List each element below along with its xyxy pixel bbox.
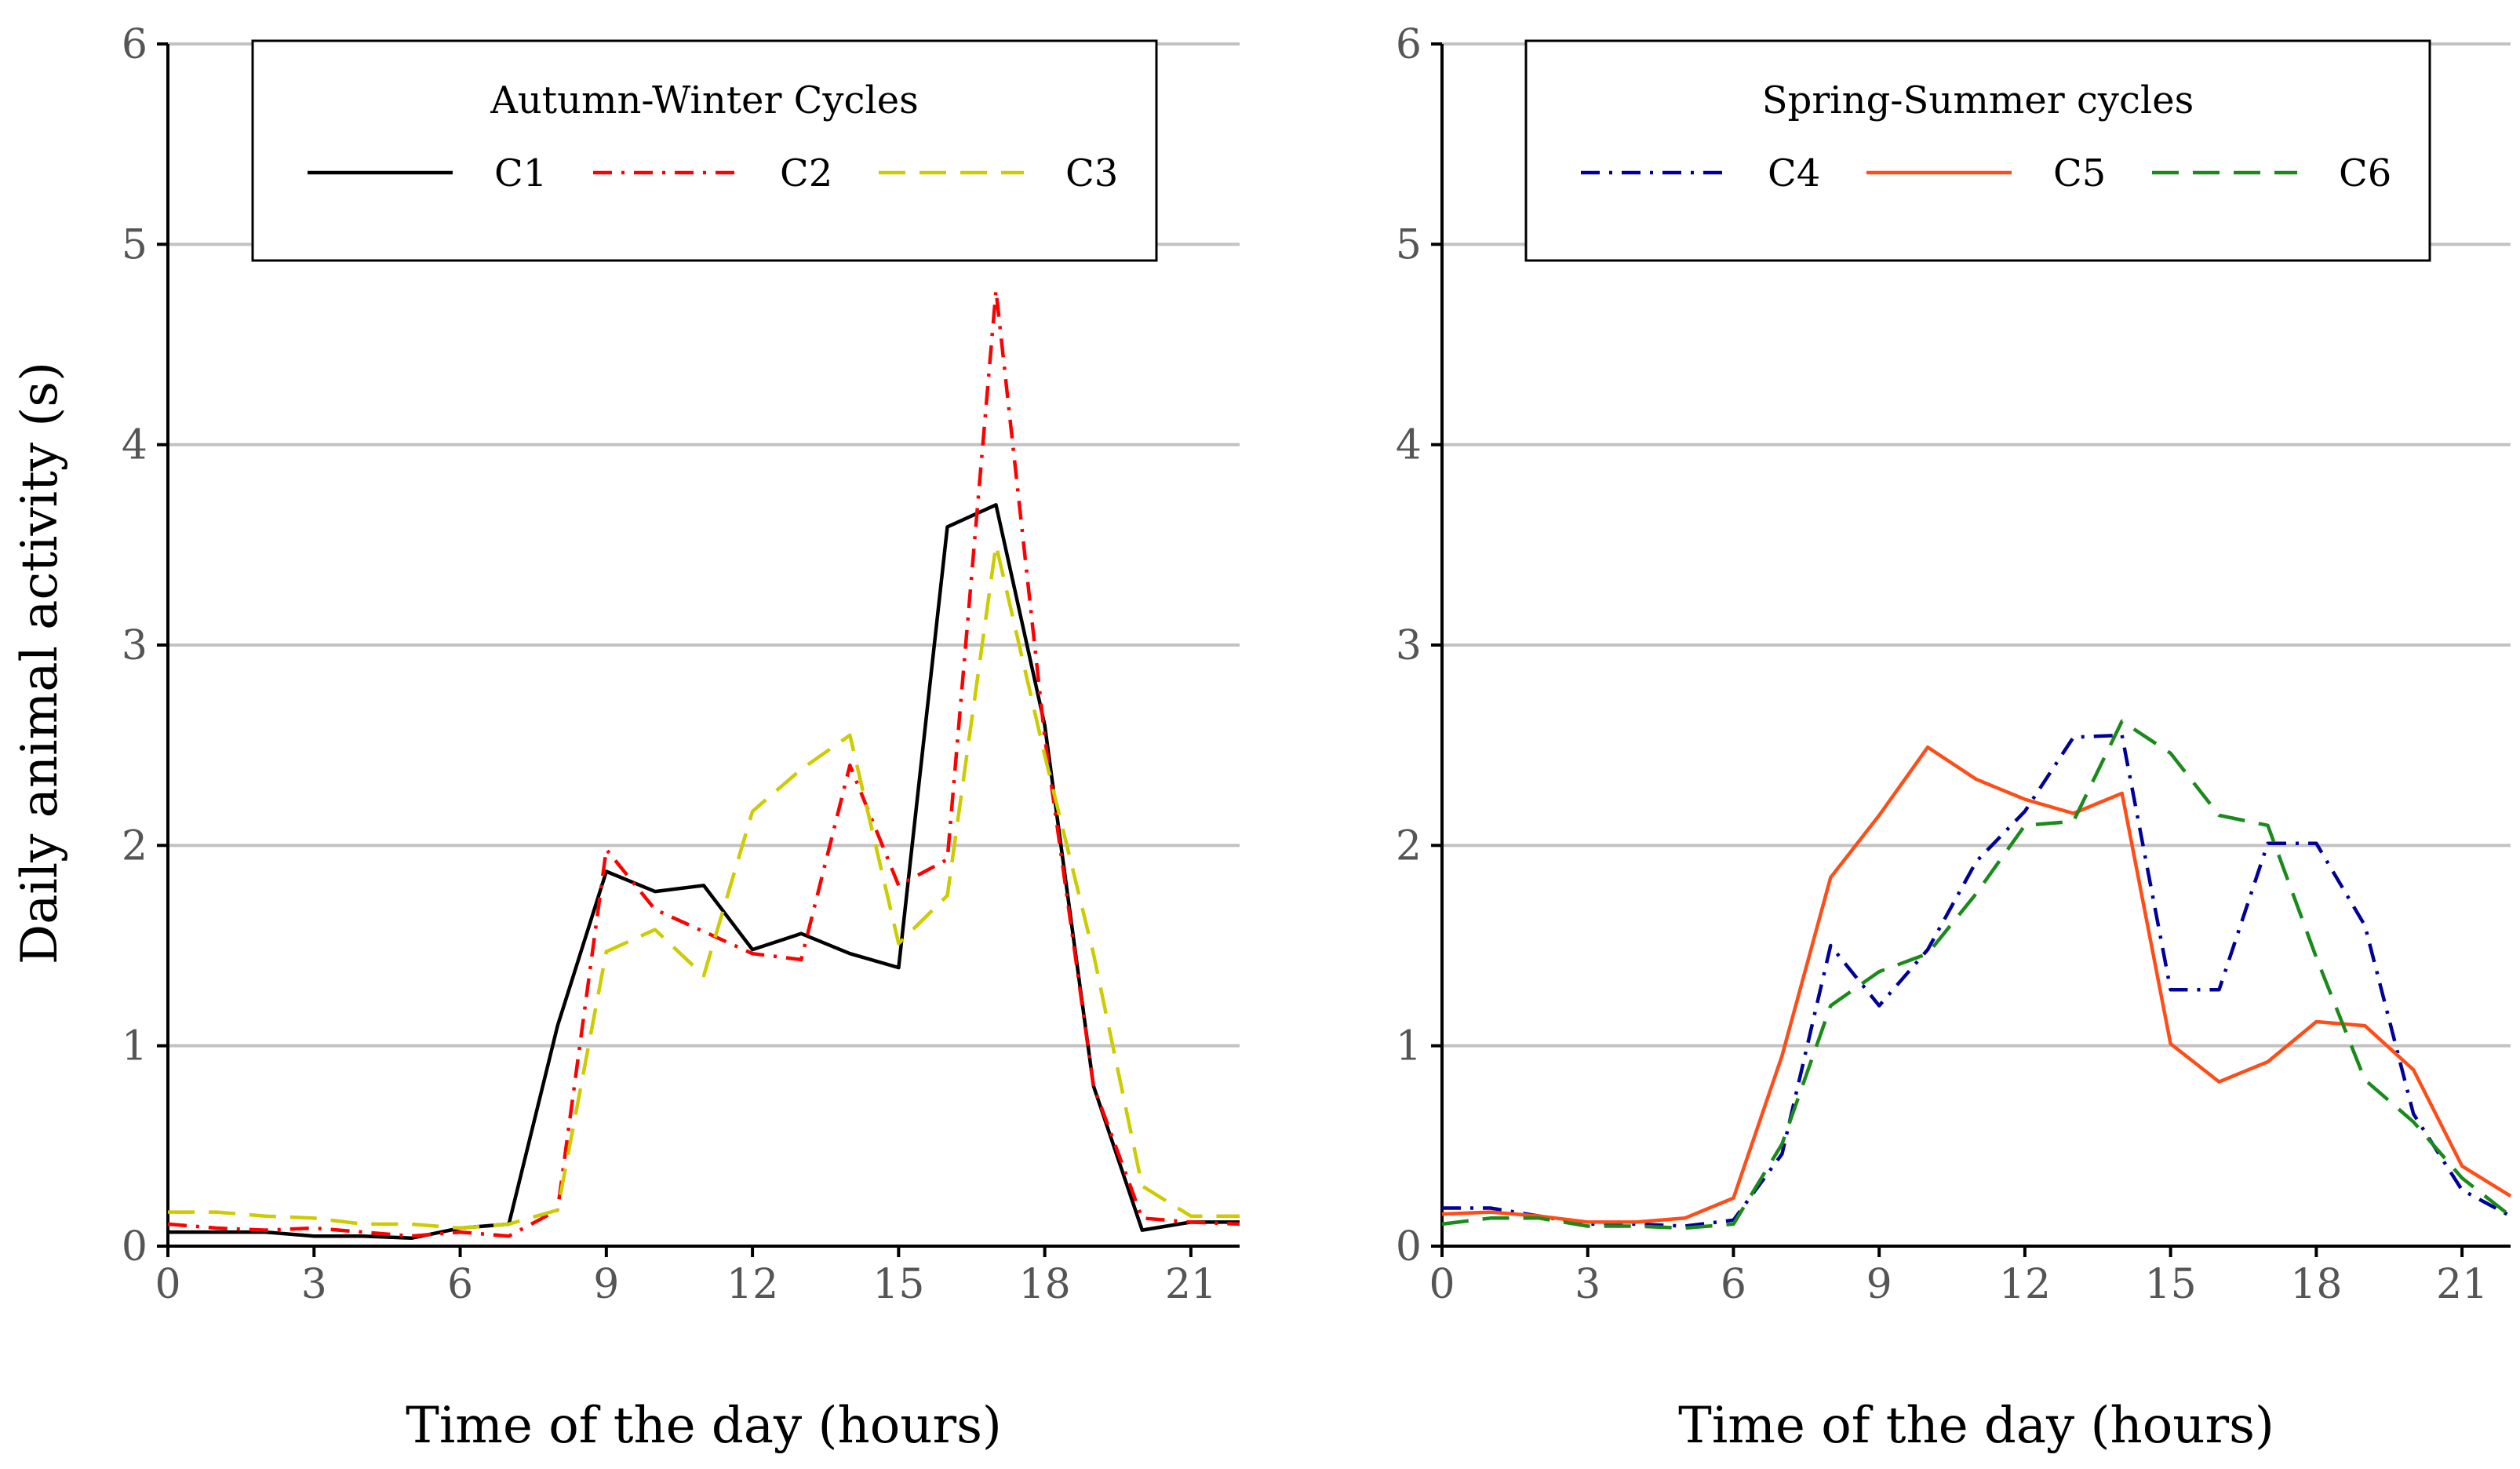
legend-label-c5: C5 <box>2053 151 2106 195</box>
x-tick-label: 9 <box>593 1261 619 1308</box>
x-tick-label: 3 <box>301 1261 327 1308</box>
x-axis-title: Time of the day (hours) <box>406 1397 1002 1455</box>
y-tick-label: 1 <box>122 1023 147 1070</box>
x-tick-label: 6 <box>447 1261 473 1308</box>
y-tick-label: 3 <box>1396 622 1422 669</box>
legend-box <box>1524 39 2431 262</box>
series-line-c5 <box>1441 745 2512 1224</box>
y-tick-label: 0 <box>122 1223 147 1270</box>
legend-label-c6: C6 <box>2339 151 2391 195</box>
x-tick-label: 6 <box>1721 1261 1746 1308</box>
y-tick-label: 6 <box>1396 21 1422 68</box>
x-axis-title: Time of the day (hours) <box>1678 1397 2274 1455</box>
y-tick-label: 0 <box>1396 1223 1422 1270</box>
y-tick-label: 2 <box>1396 822 1422 869</box>
series-line-c3 <box>168 543 1240 1230</box>
legend-title: Spring-Summer cycles <box>1762 78 2194 122</box>
series-line-c4 <box>1442 733 2512 1228</box>
x-tick-label: 9 <box>1866 1261 1892 1308</box>
legend-label-c2: C2 <box>780 151 832 195</box>
y-tick-label: 4 <box>1396 422 1422 469</box>
y-tick-label: 2 <box>122 822 147 869</box>
legend-label-c1: C1 <box>494 151 547 195</box>
y-tick-label: 3 <box>122 622 147 669</box>
x-tick-label: 21 <box>1165 1261 1217 1308</box>
x-tick-label: 0 <box>155 1261 180 1308</box>
legend-box <box>251 39 1158 262</box>
x-tick-label: 18 <box>1019 1261 1071 1308</box>
y-tick-label: 1 <box>1396 1023 1422 1070</box>
y-axis-title: Daily animal activity (s) <box>11 362 69 964</box>
x-tick-label: 18 <box>2290 1261 2342 1308</box>
x-tick-label: 15 <box>2145 1261 2197 1308</box>
series-line-c6 <box>1441 719 2512 1230</box>
x-tick-label: 21 <box>2436 1261 2488 1308</box>
y-tick-label: 5 <box>122 221 147 268</box>
x-tick-label: 12 <box>727 1261 778 1308</box>
legend: Autumn-Winter Cycles C1 C2 C3 <box>251 39 1158 262</box>
legend-label-c4: C4 <box>1768 151 1820 195</box>
y-tick-label: 6 <box>122 21 147 68</box>
x-tick-label: 3 <box>1575 1261 1600 1308</box>
x-tick-label: 12 <box>1999 1261 2051 1308</box>
y-tick-label: 4 <box>122 422 147 469</box>
x-tick-label: 15 <box>872 1261 924 1308</box>
legend: Spring-Summer cycles C4 C5 C6 <box>1524 39 2431 262</box>
series-line-c1 <box>168 503 1240 1241</box>
y-tick-label: 5 <box>1396 221 1422 268</box>
series-line-c2 <box>167 288 1240 1238</box>
legend-label-c3: C3 <box>1065 151 1118 195</box>
legend-title: Autumn-Winter Cycles <box>490 78 919 122</box>
x-tick-label: 0 <box>1429 1261 1455 1308</box>
